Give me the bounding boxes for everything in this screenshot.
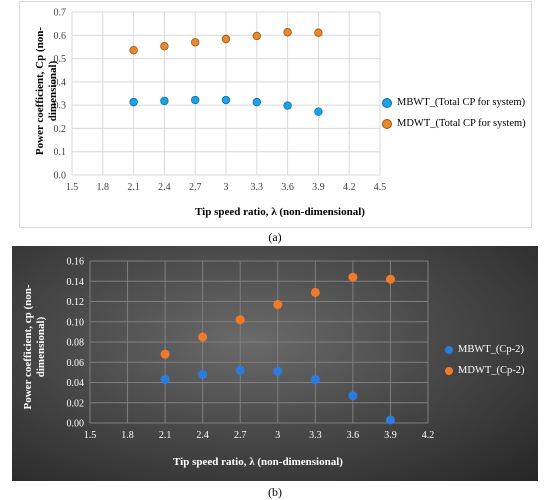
data-point-mbwt <box>273 366 283 376</box>
data-point-mdwt <box>129 45 138 55</box>
y-tick-label: 0.1 <box>54 147 67 158</box>
data-point-mdwt <box>310 287 320 297</box>
data-point-mbwt <box>198 369 208 379</box>
data-point-mbwt <box>190 95 200 105</box>
chart-b-legend: MBWT_(Cp-2) MDWT_(Cp-2) <box>445 344 525 386</box>
data-point-mdwt <box>235 315 245 325</box>
x-tick-label: 2.7 <box>189 182 202 193</box>
x-tick-label: 2.1 <box>159 430 172 441</box>
y-tick-label: 0.2 <box>54 124 67 135</box>
data-point-mbwt <box>160 96 169 106</box>
legend-item-mdwt-cp2: MDWT_(Cp-2) <box>445 365 525 376</box>
x-tick-label: 1.5 <box>66 182 79 193</box>
chart-b-xlabel: Tip speed ratio, λ (non-dimensional) <box>173 456 343 468</box>
legend-label-mdwt: MDWT_(Total CP for system) <box>397 118 526 129</box>
data-point-mdwt <box>252 31 261 41</box>
chart-panel-b: 0.00 0.02 0.04 0.06 0.08 0.10 0.12 0.14 0.16 1.5 1… <box>12 246 538 481</box>
legend-marker-mdwt <box>382 118 392 129</box>
chart-panel-a: 0.0 0.1 0.2 0.3 0.4 0.5 0.6 0.7 1.5 1.8 2.1 2.4 2.7 3… <box>19 1 532 228</box>
x-tick-label: 1.8 <box>97 182 110 193</box>
y-tick-label: 0.16 <box>67 257 85 268</box>
chart-a-xlabel: Tip speed ratio, λ (non-dimensional) <box>195 206 365 218</box>
data-point-mdwt <box>385 274 395 284</box>
data-point-mbwt <box>314 107 323 116</box>
legend-label-mdwt-cp2: MDWT_(Cp-2) <box>458 365 525 376</box>
chart-a-svg: 0.0 0.1 0.2 0.3 0.4 0.5 0.6 0.7 1.5 1.8 2.1 2.4 2.7 3… <box>54 8 387 194</box>
data-point-mdwt <box>283 28 292 37</box>
x-tick-label: 4.5 <box>374 182 387 193</box>
x-tick-label: 3.9 <box>312 182 325 193</box>
data-point-mbwt <box>129 97 138 107</box>
y-tick-label: 0.7 <box>54 8 67 19</box>
y-tick-label: 0.12 <box>67 297 85 308</box>
data-point-mbwt <box>310 374 320 384</box>
y-tick-label: 0.3 <box>54 101 67 112</box>
y-tick-label: 0.06 <box>67 358 85 369</box>
x-tick-label: 3.6 <box>347 430 360 441</box>
x-tick-label: 3 <box>275 430 280 441</box>
y-tick-label: 0.04 <box>67 378 85 389</box>
legend-marker-mbwt-cp2 <box>445 345 453 354</box>
data-point-mbwt <box>160 374 170 384</box>
chart-b-ylabel: Power coefficient, cp (non-dimensional) <box>22 284 47 410</box>
y-tick-label: 0.02 <box>67 398 85 409</box>
data-point-mdwt <box>160 349 170 359</box>
data-point-mdwt <box>190 38 200 47</box>
y-tick-label: 0.10 <box>67 317 85 328</box>
legend-item-mbwt-cp2: MBWT_(Cp-2) <box>445 344 525 355</box>
legend-marker-mdwt-cp2 <box>445 366 453 375</box>
chart-b-svg: 0.00 0.02 0.04 0.06 0.08 0.10 0.12 0.14 0.16 1.5 1… <box>67 257 435 442</box>
x-tick-label: 1.5 <box>84 430 97 441</box>
legend-marker-mbwt <box>382 97 392 108</box>
x-tick-label: 2.7 <box>234 430 247 441</box>
x-tick-label: 4.2 <box>422 430 435 441</box>
data-point-mdwt <box>160 42 169 51</box>
x-tick-label: 3.9 <box>384 430 397 441</box>
data-point-mbwt <box>221 95 231 105</box>
x-tick-label: 3 <box>224 182 229 193</box>
data-point-mbwt <box>252 97 261 107</box>
y-tick-label: 0.14 <box>67 277 85 288</box>
y-tick-label: 0.4 <box>54 77 67 88</box>
data-point-mbwt <box>283 101 292 110</box>
data-point-mdwt <box>273 300 283 310</box>
x-tick-label: 2.4 <box>158 182 171 193</box>
legend-item-mbwt-total: MBWT_(Total CP for system) <box>382 97 526 108</box>
y-tick-label: 0.08 <box>67 338 85 349</box>
legend-label-mbwt: MBWT_(Total CP for system) <box>397 97 526 108</box>
x-tick-label: 2.1 <box>127 182 140 193</box>
x-tick-label: 1.8 <box>121 430 134 441</box>
data-point-mbwt <box>235 365 245 375</box>
x-tick-label: 3.3 <box>251 182 263 193</box>
caption-a: (a) <box>268 230 282 244</box>
x-tick-label: 3.6 <box>281 182 294 193</box>
legend-label-mbwt-cp2: MBWT_(Cp-2) <box>458 344 524 355</box>
chart-a-ylabel: Power coefficient, Cp (non-dimensional) <box>34 26 59 156</box>
x-tick-label: 3.3 <box>309 430 322 441</box>
data-point-mdwt <box>221 34 231 44</box>
y-tick-label: 0.6 <box>54 31 67 42</box>
y-tick-label: 0.00 <box>67 419 85 430</box>
x-tick-label: 2.4 <box>196 430 209 441</box>
y-tick-label: 0.0 <box>54 171 67 182</box>
data-point-mbwt <box>385 415 395 425</box>
y-tick-label: 0.5 <box>54 54 67 65</box>
data-point-mdwt <box>198 332 208 342</box>
data-point-mbwt <box>348 391 358 401</box>
data-point-mdwt <box>314 28 323 37</box>
chart-a-legend: MBWT_(Total CP for system) MDWT_(Total C… <box>382 97 526 139</box>
legend-item-mdwt-total: MDWT_(Total CP for system) <box>382 118 526 129</box>
caption-b: (b) <box>268 485 282 499</box>
data-point-mdwt <box>348 272 358 282</box>
x-tick-label: 4.2 <box>343 182 356 193</box>
